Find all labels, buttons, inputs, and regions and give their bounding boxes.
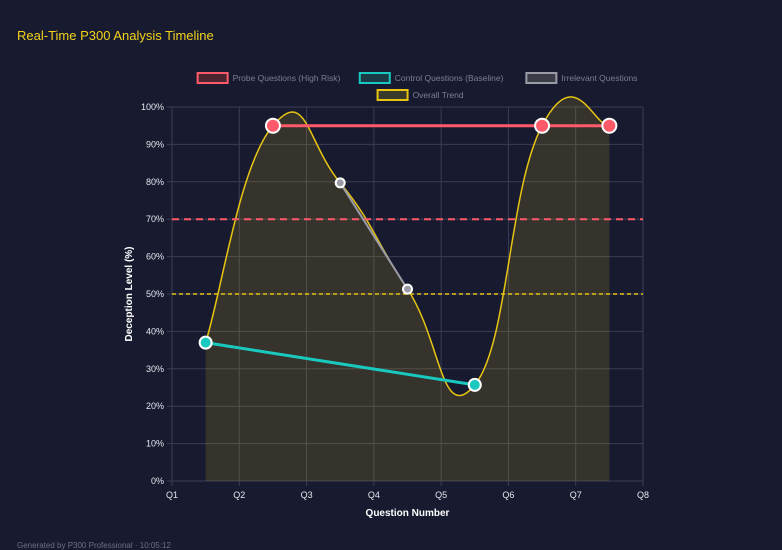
- x-tick-label: Q5: [435, 490, 447, 500]
- x-tick-label: Q3: [301, 490, 313, 500]
- control-series-line: [205, 341, 476, 387]
- y-tick-label: 20%: [146, 401, 164, 411]
- y-tick-label: 40%: [146, 326, 164, 336]
- y-tick-label: 10%: [146, 439, 164, 449]
- legend-label: Overall Trend: [413, 90, 464, 100]
- y-tick-label: 100%: [141, 102, 164, 112]
- y-tick-label: 70%: [146, 214, 164, 224]
- legend-swatch: [376, 89, 409, 101]
- probe-data-point: [601, 117, 618, 134]
- control-data-point: [467, 377, 482, 392]
- irrelevant-data-point: [402, 283, 413, 295]
- y-axis-label: Deception Level (%): [124, 246, 135, 341]
- irrelevant-series-line: [339, 182, 409, 290]
- y-tick-label: 50%: [146, 289, 164, 299]
- y-tick-label: 0%: [151, 476, 164, 486]
- legend-label: Probe Questions (High Risk): [233, 73, 341, 83]
- legend-swatch: [358, 72, 391, 84]
- x-tick-label: Q1: [166, 490, 178, 500]
- x-tick-label: Q2: [233, 490, 245, 500]
- x-tick-label: Q6: [502, 490, 514, 500]
- probe-data-point: [534, 117, 551, 134]
- control-data-point: [198, 335, 213, 350]
- x-tick-label: Q4: [368, 490, 380, 500]
- probe-data-point: [264, 117, 281, 134]
- legend-swatch: [196, 72, 229, 84]
- legend-label: Irrelevant Questions: [561, 73, 637, 83]
- legend-swatch: [525, 72, 558, 84]
- trend-fill-area: [205, 96, 610, 482]
- x-tick-label: Q7: [570, 490, 582, 500]
- irrelevant-data-point: [334, 177, 346, 189]
- y-tick-label: 90%: [146, 139, 164, 149]
- x-axis-label: Question Number: [366, 508, 450, 519]
- x-tick-label: Q8: [637, 490, 649, 500]
- y-tick-label: 30%: [146, 364, 164, 374]
- chart-title: Real-Time P300 Analysis Timeline: [17, 28, 214, 43]
- y-tick-label: 60%: [146, 252, 164, 262]
- y-tick-label: 80%: [146, 177, 164, 187]
- legend-label: Control Questions (Baseline): [395, 73, 504, 83]
